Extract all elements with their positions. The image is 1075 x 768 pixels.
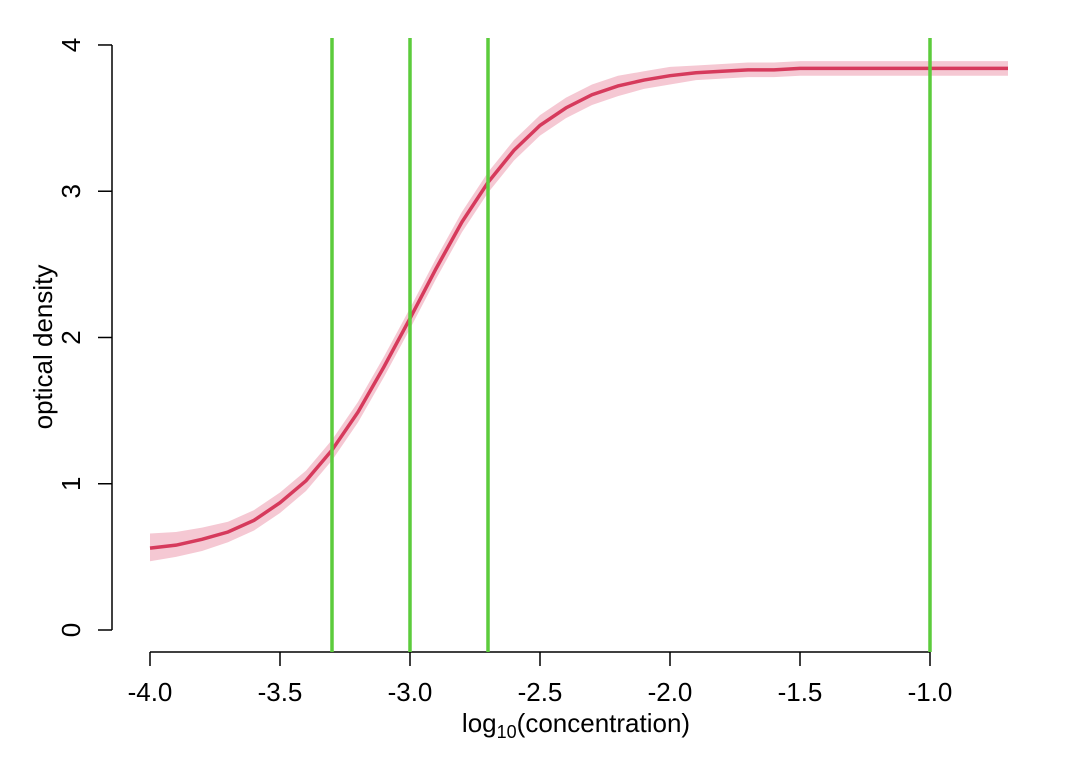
x-axis-title-part: log bbox=[462, 708, 497, 738]
x-tick-label: -1.0 bbox=[908, 677, 953, 707]
x-axis-title-part: (concentration) bbox=[517, 708, 690, 738]
x-tick-label: -2.5 bbox=[518, 677, 563, 707]
y-tick-label: 3 bbox=[56, 184, 86, 198]
x-tick-label: -3.5 bbox=[258, 677, 303, 707]
curve bbox=[149, 66, 1008, 550]
x-tick-label: -4.0 bbox=[128, 677, 173, 707]
x-tick-label: -1.5 bbox=[778, 677, 823, 707]
x-axis-title-sub: 10 bbox=[497, 722, 517, 742]
y-tick-label: 2 bbox=[56, 330, 86, 344]
x-tick-label: -3.0 bbox=[388, 677, 433, 707]
x-axis-title: log10(concentration) bbox=[462, 708, 690, 742]
y-tick-label: 0 bbox=[56, 623, 86, 637]
x-tick-label: -2.0 bbox=[648, 677, 693, 707]
confidence-band bbox=[150, 61, 1008, 562]
y-tick-label: 4 bbox=[56, 38, 86, 52]
y-tick-label: 1 bbox=[56, 477, 86, 491]
y-axis-title: optical density bbox=[28, 265, 58, 430]
